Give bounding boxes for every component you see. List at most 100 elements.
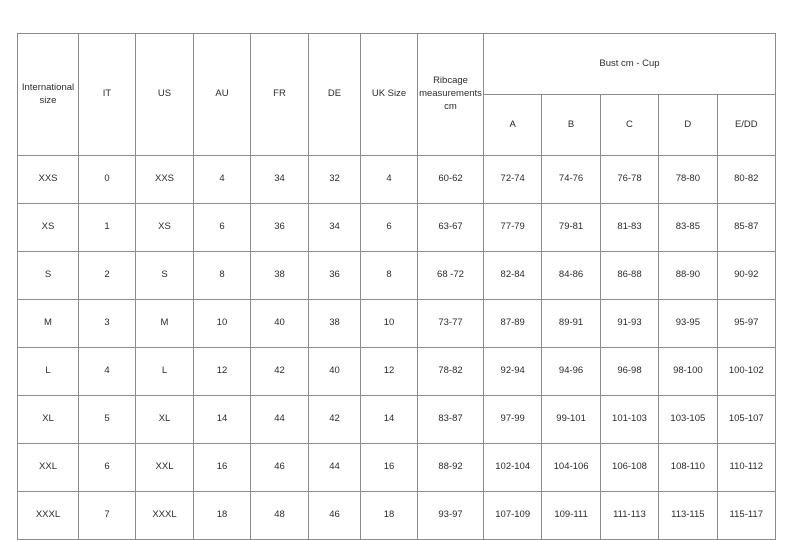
column-header-uk-size: UK Size — [360, 33, 418, 156]
cell-cup-a: 92-94 — [482, 347, 543, 396]
cell-cup-a: 107-109 — [482, 491, 543, 540]
cell-international-size: XXS — [17, 155, 79, 204]
cell-cup-d: 113-115 — [658, 491, 718, 540]
cell-us: XXXL — [135, 491, 194, 540]
cell-international-size: XL — [17, 395, 79, 444]
cell-cup-b: 89-91 — [541, 299, 601, 348]
cell-uk: 18 — [360, 491, 418, 540]
cell-cup-c: 101-103 — [599, 395, 660, 444]
cell-cup-d: 88-90 — [658, 251, 718, 300]
table-row: XXS 0 XXS 4 34 32 4 60-62 72-74 74-76 76… — [17, 155, 777, 204]
cell-cup-edd: 95-97 — [716, 299, 777, 348]
table-row: XXXL 7 XXXL 18 48 46 18 93-97 107-109 10… — [17, 491, 777, 540]
cell-fr: 48 — [250, 491, 309, 540]
cell-ribcage: 78-82 — [417, 347, 484, 396]
cell-it: 4 — [78, 347, 136, 396]
column-header-cup-d: D — [658, 94, 718, 156]
cell-uk: 12 — [360, 347, 418, 396]
column-header-it: IT — [78, 33, 136, 156]
table-row: XS 1 XS 6 36 34 6 63-67 77-79 79-81 81-8… — [17, 203, 777, 252]
cell-it: 5 — [78, 395, 136, 444]
cell-de: 32 — [308, 155, 361, 204]
cell-uk: 8 — [360, 251, 418, 300]
table-row: M 3 M 10 40 38 10 73-77 87-89 89-91 91-9… — [17, 299, 777, 348]
cell-cup-edd: 85-87 — [716, 203, 777, 252]
cell-de: 42 — [308, 395, 361, 444]
header-row-primary: International size IT US AU FR DE UK Siz… — [17, 33, 777, 156]
cell-international-size: L — [17, 347, 79, 396]
cell-international-size: S — [17, 251, 79, 300]
column-header-ribcage-measurements: Ribcage measurements cm — [417, 33, 484, 156]
cell-international-size: M — [17, 299, 79, 348]
cell-cup-a: 97-99 — [482, 395, 543, 444]
cell-us: XL — [135, 395, 194, 444]
cell-cup-d: 78-80 — [658, 155, 718, 204]
cell-au: 10 — [193, 299, 251, 348]
cell-ribcage: 63-67 — [417, 203, 484, 252]
cell-cup-b: 84-86 — [541, 251, 601, 300]
cell-fr: 44 — [250, 395, 309, 444]
cell-us: L — [135, 347, 194, 396]
cell-it: 1 — [78, 203, 136, 252]
cell-uk: 14 — [360, 395, 418, 444]
column-header-de: DE — [308, 33, 361, 156]
cell-it: 0 — [78, 155, 136, 204]
cell-uk: 4 — [360, 155, 418, 204]
header-row-cups: A B C D E/DD — [18, 94, 777, 156]
cell-cup-d: 93-95 — [658, 299, 718, 348]
cell-au: 12 — [193, 347, 251, 396]
cell-cup-d: 83-85 — [658, 203, 718, 252]
cell-au: 6 — [193, 203, 251, 252]
table-row: S 2 S 8 38 36 8 68 -72 82-84 84-86 86-88… — [17, 251, 777, 300]
cell-cup-b: 79-81 — [541, 203, 601, 252]
table-row: XL 5 XL 14 44 42 14 83-87 97-99 99-101 1… — [17, 395, 777, 444]
cell-cup-b: 99-101 — [541, 395, 601, 444]
column-header-international-size: International size — [17, 33, 79, 156]
cell-de: 36 — [308, 251, 361, 300]
page-canvas: International size IT US AU FR DE UK Siz… — [17, 33, 777, 540]
cell-cup-c: 96-98 — [599, 347, 660, 396]
cell-fr: 36 — [250, 203, 309, 252]
column-header-cup-c: C — [599, 94, 660, 156]
cell-it: 2 — [78, 251, 136, 300]
cell-cup-b: 94-96 — [541, 347, 601, 396]
cell-ribcage: 68 -72 — [417, 251, 484, 300]
cell-uk: 6 — [360, 203, 418, 252]
cell-it: 3 — [78, 299, 136, 348]
cell-au: 8 — [193, 251, 251, 300]
column-header-us: US — [135, 33, 194, 156]
cell-au: 4 — [193, 155, 251, 204]
column-header-au: AU — [193, 33, 251, 156]
cell-cup-c: 111-113 — [599, 491, 660, 540]
cell-fr: 42 — [250, 347, 309, 396]
cell-uk: 10 — [360, 299, 418, 348]
column-header-cup-edd: E/DD — [716, 94, 777, 156]
cell-fr: 40 — [250, 299, 309, 348]
cell-cup-edd: 80-82 — [716, 155, 777, 204]
cell-cup-b: 74-76 — [541, 155, 601, 204]
cell-cup-c: 76-78 — [599, 155, 660, 204]
cell-de: 40 — [308, 347, 361, 396]
cell-cup-b: 109-111 — [541, 491, 601, 540]
table-header: International size IT US AU FR DE UK Siz… — [17, 33, 777, 156]
table-row: L 4 L 12 42 40 12 78-82 92-94 94-96 96-9… — [17, 347, 777, 396]
cell-cup-c: 81-83 — [599, 203, 660, 252]
cell-us: XXS — [135, 155, 194, 204]
cell-cup-a: 77-79 — [482, 203, 543, 252]
column-header-bust-cup-group: Bust cm - Cup — [482, 33, 777, 95]
cell-it: 7 — [78, 491, 136, 540]
cell-au: 14 — [193, 395, 251, 444]
cell-au: 18 — [193, 491, 251, 540]
size-chart-table: International size IT US AU FR DE UK Siz… — [17, 33, 777, 540]
cell-fr: 38 — [250, 251, 309, 300]
cell-fr: 34 — [250, 155, 309, 204]
cell-international-size: XXXL — [17, 491, 79, 540]
cell-international-size: XS — [17, 203, 79, 252]
column-header-fr: FR — [250, 33, 309, 156]
cell-de: 46 — [308, 491, 361, 540]
cell-cup-c: 86-88 — [599, 251, 660, 300]
cell-ribcage: 93-97 — [417, 491, 484, 540]
cell-cup-edd: 100-102 — [716, 347, 777, 396]
cell-ribcage: 83-87 — [417, 395, 484, 444]
cell-cup-edd: 90-92 — [716, 251, 777, 300]
